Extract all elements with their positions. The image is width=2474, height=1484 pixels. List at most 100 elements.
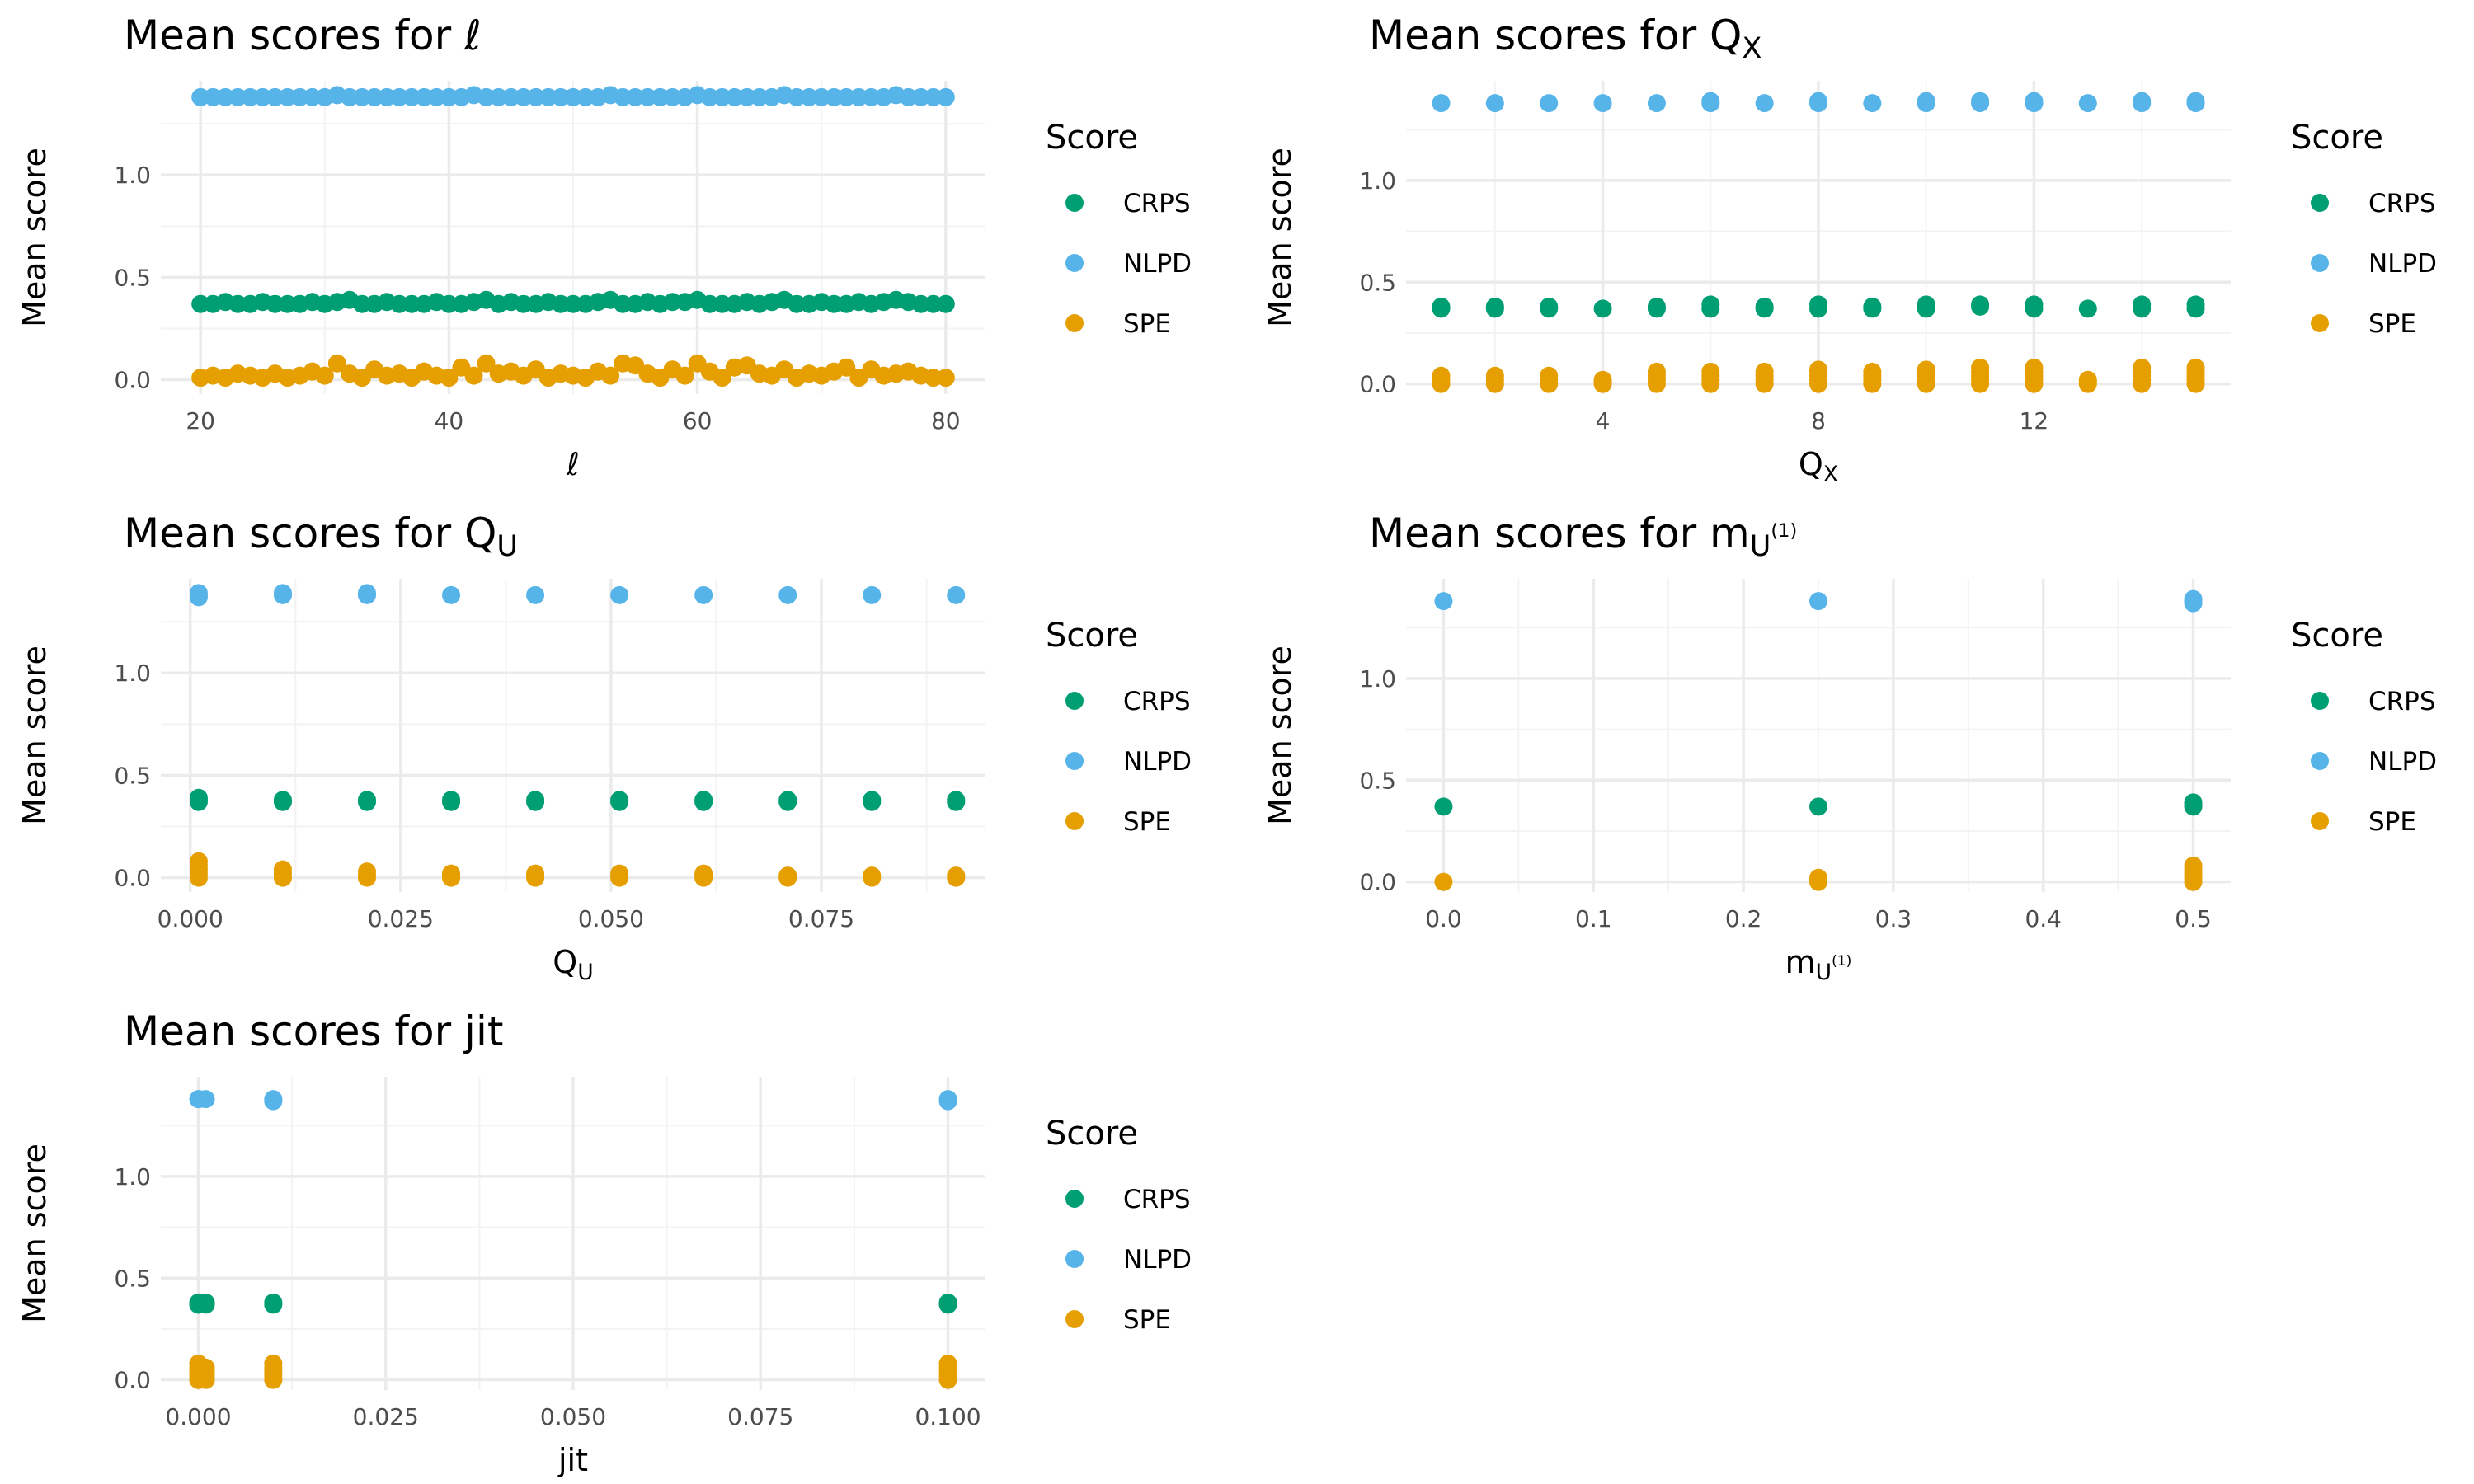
legend-key-crps	[1065, 194, 1084, 212]
point-crps	[358, 791, 376, 810]
point-nlpd	[2133, 92, 2152, 110]
y-tick-label: 0.0	[1359, 371, 1396, 398]
point-nlpd	[2078, 94, 2097, 113]
legend-title: Score	[1046, 1115, 1138, 1153]
series-nlpd	[191, 86, 955, 106]
point-nlpd	[2025, 92, 2044, 110]
point-crps	[442, 791, 461, 810]
legend-key-nlpd	[2311, 752, 2329, 770]
point-spe	[2186, 358, 2205, 377]
x-axis-label-main: Q	[553, 944, 577, 980]
point-nlpd	[1863, 94, 1882, 113]
panel-1: 20 40 60 80 0.0 0.5 1.0 Mean scores for ℓ ℓ Mean …	[16, 12, 1192, 482]
legend-key-nlpd	[1065, 1250, 1084, 1268]
point-nlpd	[576, 87, 595, 106]
point-nlpd	[273, 584, 292, 603]
x-axis-label-sub: X	[1823, 462, 1838, 487]
x-tick-label: 60	[683, 407, 713, 434]
point-nlpd	[862, 87, 881, 106]
point-spe	[2133, 358, 2152, 377]
y-axis-label: Mean score	[16, 646, 53, 825]
point-crps	[1432, 297, 1451, 316]
point-crps	[863, 791, 882, 810]
point-spe	[273, 860, 292, 879]
point-nlpd	[477, 87, 496, 106]
y-tick-label: 0.5	[114, 762, 151, 789]
legend-label-crps: CRPS	[2368, 687, 2436, 716]
point-crps	[390, 294, 409, 313]
y-tick-label: 0.0	[114, 367, 151, 394]
panel-title: Mean scores for ℓ	[124, 12, 482, 59]
point-spe	[938, 1354, 957, 1373]
point-crps	[1647, 297, 1666, 316]
point-spe	[1593, 370, 1612, 389]
y-tick-label: 1.0	[114, 660, 151, 687]
point-nlpd	[427, 87, 446, 106]
point-nlpd	[489, 87, 508, 106]
point-crps	[564, 294, 582, 313]
series-crps	[191, 290, 955, 313]
legend: Score CRPS NLPD SPE	[1046, 1115, 1192, 1335]
point-crps	[1971, 295, 1990, 314]
point-crps	[1809, 797, 1827, 816]
x-tick-label: 12	[2020, 407, 2049, 434]
y-tick-label: 0.0	[1359, 869, 1396, 896]
series-nlpd	[1432, 92, 2205, 113]
legend-key-nlpd	[1065, 752, 1084, 770]
legend-label-nlpd: NLPD	[1123, 747, 1192, 777]
point-nlpd	[778, 585, 797, 604]
x-axis-label: mU(1)	[1785, 944, 1852, 985]
point-nlpd	[638, 87, 657, 106]
y-axis-label: Mean score	[1262, 148, 1298, 327]
point-spe	[327, 354, 346, 373]
point-spe	[189, 852, 208, 871]
point-crps	[1917, 295, 1935, 314]
y-tick-label: 1.0	[114, 162, 151, 189]
point-crps	[1485, 297, 1504, 316]
point-nlpd	[415, 87, 434, 106]
point-crps	[614, 294, 633, 313]
point-nlpd	[191, 87, 210, 106]
point-spe	[196, 1358, 215, 1377]
legend-label-nlpd: NLPD	[1123, 249, 1192, 279]
point-crps	[266, 294, 285, 313]
y-tick-label: 0.0	[114, 1367, 151, 1394]
x-tick-label: 0.050	[578, 905, 644, 932]
point-nlpd	[1917, 92, 1935, 110]
point-nlpd	[610, 585, 629, 604]
y-tick-label: 1.0	[1359, 167, 1396, 195]
legend-label-spe: SPE	[1123, 807, 1171, 837]
point-nlpd	[358, 584, 376, 603]
point-crps	[551, 294, 570, 313]
legend-key-spe	[2311, 314, 2329, 332]
legend-label-spe: SPE	[1123, 1305, 1171, 1335]
point-nlpd	[849, 87, 868, 106]
point-nlpd	[228, 87, 247, 106]
x-tick-label: 0.050	[540, 1403, 606, 1430]
point-spe	[1485, 366, 1504, 385]
point-crps	[924, 294, 943, 313]
point-nlpd	[725, 87, 744, 106]
point-nlpd	[938, 1090, 957, 1109]
series-crps	[1432, 295, 2205, 318]
point-nlpd	[1593, 94, 1612, 113]
point-crps	[911, 294, 930, 313]
y-tick-label: 0.5	[1359, 767, 1396, 794]
legend-label-crps: CRPS	[1123, 687, 1191, 716]
point-spe	[1755, 362, 1774, 381]
legend-label-nlpd: NLPD	[1123, 1245, 1192, 1275]
legend-title: Score	[2291, 119, 2383, 157]
legend-key-crps	[2311, 692, 2329, 710]
x-axis-label-sub: U	[577, 960, 593, 985]
x-tick-label: 0.000	[165, 1403, 231, 1430]
x-axis-label-sup: (1)	[1832, 953, 1851, 970]
point-crps	[2133, 295, 2152, 314]
point-nlpd	[663, 87, 682, 106]
point-nlpd	[713, 87, 731, 106]
legend-title: Score	[1046, 119, 1138, 157]
legend: Score CRPS NLPD SPE	[2291, 617, 2437, 837]
legend-label-nlpd: NLPD	[2368, 747, 2437, 777]
point-spe	[947, 866, 966, 885]
point-spe	[713, 369, 731, 387]
point-crps	[694, 791, 713, 810]
